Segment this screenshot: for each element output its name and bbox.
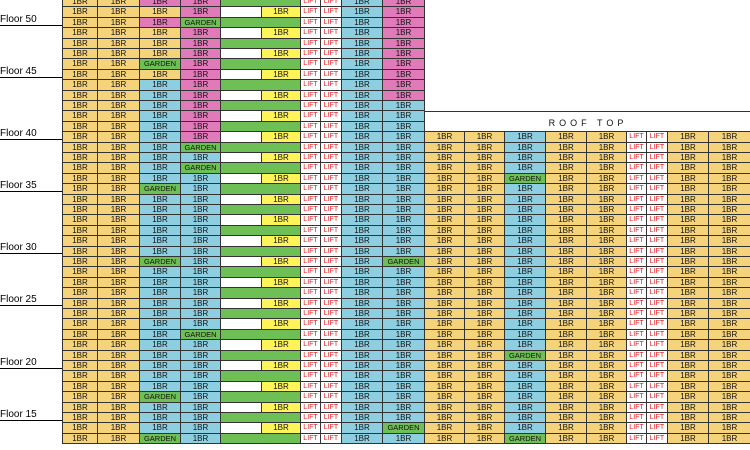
unit-cell: 1BR — [545, 432, 587, 445]
floor-marker-line — [0, 419, 62, 421]
unit-cell: 1BR — [708, 432, 750, 445]
unit-cell: 1BR — [667, 432, 709, 445]
floor-marker-line — [0, 305, 62, 307]
unit-cell: 1BR — [424, 432, 465, 445]
floor-marker-line — [0, 138, 62, 140]
floor-marker-line — [0, 190, 62, 192]
floor-label: Floor 45 — [0, 65, 37, 77]
unit-cell: 1BR — [464, 432, 505, 445]
lift-cell: LIFT — [646, 432, 668, 445]
lift-cell: LIFT — [626, 432, 647, 445]
floor-label: Floor 20 — [0, 356, 37, 368]
unit-cell: 1BR — [586, 432, 627, 445]
floor-marker-line — [0, 367, 62, 369]
floor-label: Floor 35 — [0, 179, 37, 191]
unit-cell: 1BR — [341, 432, 383, 445]
floor-label: Floor 15 — [0, 408, 37, 420]
corridor-cell — [220, 432, 301, 445]
roof-top-label: ROOF TOP — [548, 118, 628, 129]
unit-cell: 1BR — [180, 432, 221, 445]
lift-cell: LIFT — [320, 432, 342, 445]
unit-cell: 1BR — [382, 432, 425, 445]
unit-cell: 1BR — [97, 432, 140, 445]
floor-marker-line — [0, 24, 62, 26]
garden-cell: GARDEN — [504, 432, 546, 445]
garden-cell: GARDEN — [139, 432, 181, 445]
floor-label: Floor 40 — [0, 127, 37, 139]
floor-marker-line — [0, 253, 62, 255]
floor-marker-line — [0, 76, 62, 78]
floor-label: Floor 30 — [0, 242, 37, 254]
roof-top-area: ROOF TOP — [424, 111, 750, 134]
unit-cell: 1BR — [62, 432, 98, 445]
lift-cell: LIFT — [300, 432, 321, 445]
floor-label: Floor 50 — [0, 13, 37, 25]
floor-label: Floor 25 — [0, 294, 37, 306]
